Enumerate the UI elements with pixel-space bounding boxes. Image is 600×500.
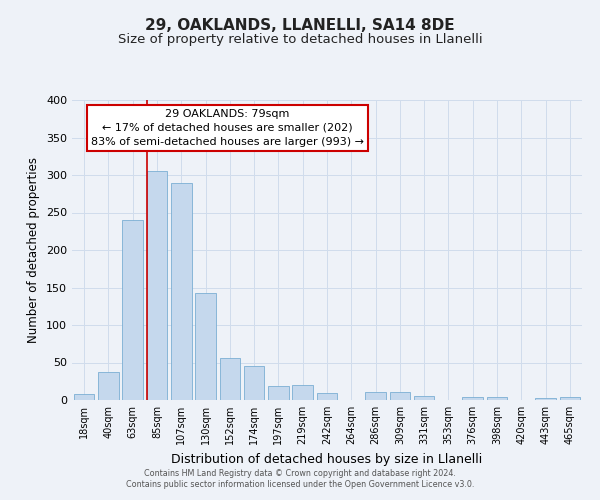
Bar xyxy=(365,392,386,400)
Bar xyxy=(171,182,191,400)
Bar xyxy=(220,358,240,400)
Bar xyxy=(292,385,313,400)
Bar xyxy=(74,394,94,400)
Y-axis label: Number of detached properties: Number of detached properties xyxy=(28,157,40,343)
Bar xyxy=(317,393,337,400)
Bar xyxy=(487,397,508,400)
Bar xyxy=(268,386,289,400)
Bar xyxy=(146,171,167,400)
Text: Contains HM Land Registry data © Crown copyright and database right 2024.: Contains HM Land Registry data © Crown c… xyxy=(144,468,456,477)
Bar xyxy=(122,220,143,400)
Text: 29 OAKLANDS: 79sqm
← 17% of detached houses are smaller (202)
83% of semi-detach: 29 OAKLANDS: 79sqm ← 17% of detached hou… xyxy=(91,109,364,147)
Bar xyxy=(98,372,119,400)
Bar xyxy=(463,397,483,400)
Text: Contains public sector information licensed under the Open Government Licence v3: Contains public sector information licen… xyxy=(126,480,474,489)
X-axis label: Distribution of detached houses by size in Llanelli: Distribution of detached houses by size … xyxy=(172,452,482,466)
Bar xyxy=(560,397,580,400)
Bar xyxy=(414,396,434,400)
Text: 29, OAKLANDS, LLANELLI, SA14 8DE: 29, OAKLANDS, LLANELLI, SA14 8DE xyxy=(145,18,455,32)
Bar xyxy=(535,398,556,400)
Text: Size of property relative to detached houses in Llanelli: Size of property relative to detached ho… xyxy=(118,32,482,46)
Bar xyxy=(195,292,216,400)
Bar xyxy=(389,392,410,400)
Bar xyxy=(244,366,265,400)
